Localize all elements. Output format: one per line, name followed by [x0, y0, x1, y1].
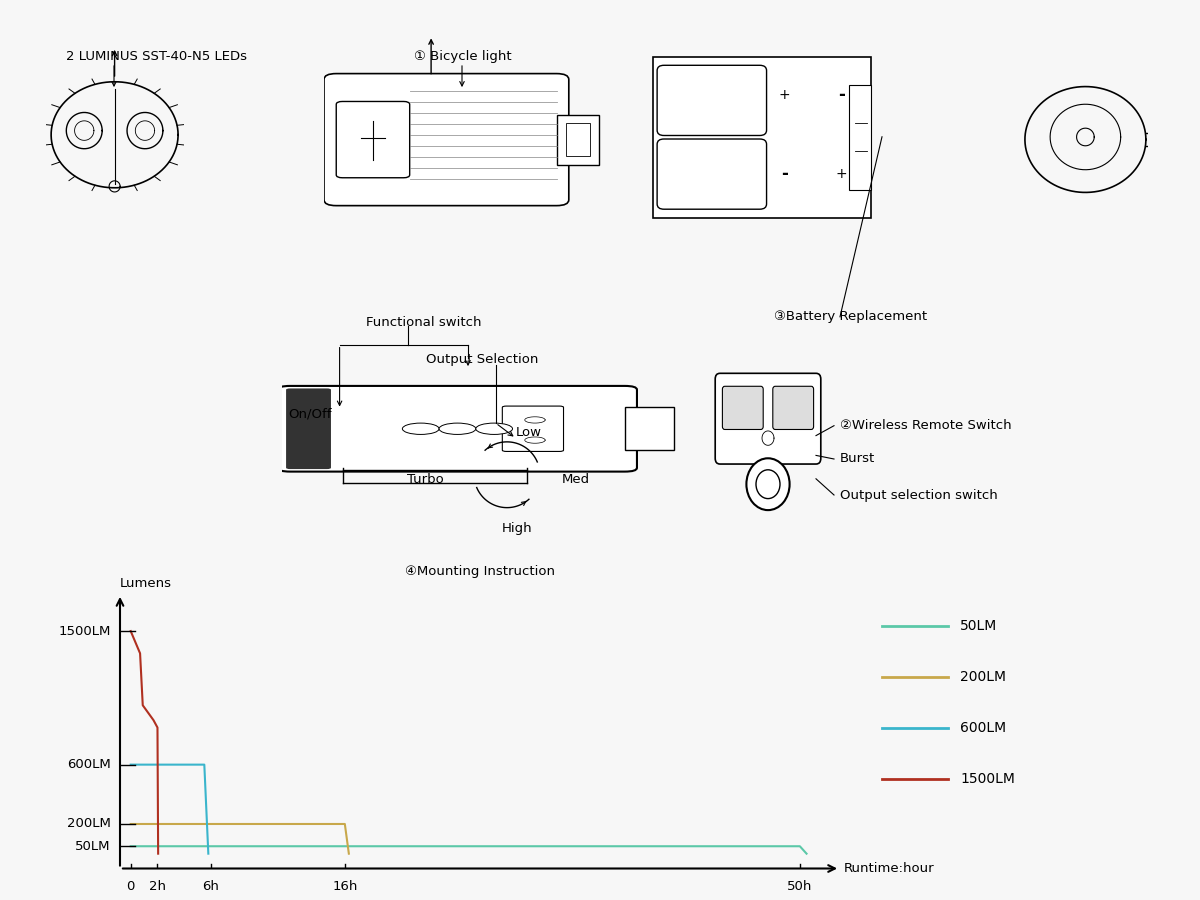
Text: -: -: [839, 86, 845, 104]
Text: 1500LM: 1500LM: [960, 772, 1015, 787]
Circle shape: [402, 423, 439, 435]
Circle shape: [475, 423, 512, 435]
Text: 0: 0: [126, 880, 134, 894]
Text: 6h: 6h: [203, 880, 220, 894]
FancyBboxPatch shape: [286, 389, 331, 469]
FancyBboxPatch shape: [658, 139, 767, 209]
Text: 50h: 50h: [787, 880, 812, 894]
Text: 1500LM: 1500LM: [59, 625, 110, 637]
Text: ① Bicycle light: ① Bicycle light: [414, 50, 511, 63]
Circle shape: [756, 470, 780, 499]
Text: +: +: [836, 167, 847, 181]
Text: 16h: 16h: [332, 880, 358, 894]
Circle shape: [439, 423, 475, 435]
Text: ②Wireless Remote Switch: ②Wireless Remote Switch: [840, 419, 1012, 432]
Text: 600LM: 600LM: [67, 758, 110, 771]
Text: Burst: Burst: [840, 453, 875, 465]
Text: Output Selection: Output Selection: [426, 354, 539, 366]
Text: ③Battery Replacement: ③Battery Replacement: [774, 310, 928, 323]
Text: 200LM: 200LM: [67, 817, 110, 831]
Text: ④Mounting Instruction: ④Mounting Instruction: [406, 565, 554, 578]
Text: Functional switch: Functional switch: [366, 316, 481, 328]
Text: Runtime:hour: Runtime:hour: [844, 862, 935, 875]
FancyBboxPatch shape: [658, 66, 767, 136]
Text: Turbo: Turbo: [407, 473, 444, 486]
Text: 2h: 2h: [149, 880, 166, 894]
FancyBboxPatch shape: [278, 386, 637, 472]
Text: On/Off: On/Off: [288, 408, 331, 420]
Text: High: High: [502, 522, 533, 535]
Text: Low: Low: [516, 426, 542, 438]
Text: 600LM: 600LM: [960, 721, 1006, 735]
FancyBboxPatch shape: [773, 386, 814, 429]
Text: -: -: [781, 165, 788, 183]
FancyBboxPatch shape: [324, 74, 569, 205]
Text: 2 LUMINUS SST-40-N5 LEDs: 2 LUMINUS SST-40-N5 LEDs: [66, 50, 247, 63]
Text: 50LM: 50LM: [960, 618, 997, 633]
FancyBboxPatch shape: [722, 386, 763, 429]
Bar: [565, 123, 590, 156]
FancyBboxPatch shape: [503, 406, 564, 452]
Bar: [625, 408, 673, 450]
Text: Med: Med: [562, 473, 589, 486]
Bar: [557, 114, 600, 165]
Text: 50LM: 50LM: [76, 840, 110, 852]
Text: +: +: [779, 88, 791, 102]
Bar: [848, 85, 871, 190]
Text: Lumens: Lumens: [120, 577, 172, 590]
Text: 200LM: 200LM: [960, 670, 1006, 684]
FancyBboxPatch shape: [336, 102, 409, 178]
FancyBboxPatch shape: [715, 374, 821, 464]
Text: Output selection switch: Output selection switch: [840, 489, 997, 501]
Circle shape: [746, 458, 790, 510]
